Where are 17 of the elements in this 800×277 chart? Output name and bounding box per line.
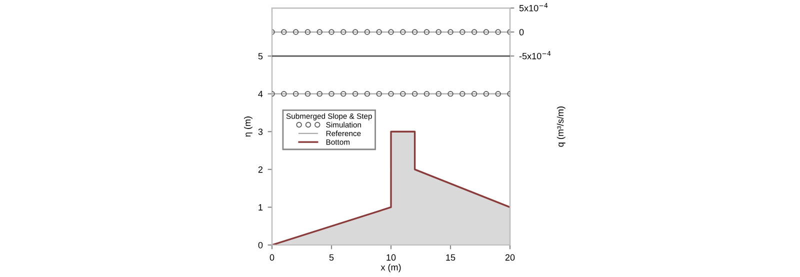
x-tick-label: 0 bbox=[270, 254, 274, 261]
y-tick-label: 4 bbox=[258, 90, 263, 98]
y-axis-title: η (m) bbox=[244, 116, 252, 137]
y-tick-label: 5 bbox=[258, 53, 263, 60]
y-tick-label: 1 bbox=[258, 204, 263, 210]
y2-axis-title: q (m³/s/m) bbox=[556, 106, 566, 147]
y2-tick-label: 5x10$^{−4}$ bbox=[519, 3, 548, 12]
y-tick-label: 0 bbox=[258, 242, 263, 248]
y2-tick-label: 0 bbox=[519, 28, 524, 36]
x-axis-title: x (m) bbox=[380, 264, 401, 272]
x-tick-label: 20 bbox=[505, 254, 515, 261]
y-tick-label: 2 bbox=[258, 166, 263, 173]
x-tick-label: 15 bbox=[446, 254, 456, 261]
y-tick-label: 3 bbox=[258, 128, 263, 135]
x-tick-label: 10 bbox=[386, 254, 396, 261]
y2-tick-label: -5x10$^{−4}$ bbox=[519, 51, 551, 60]
x-tick-label: 5 bbox=[329, 254, 334, 261]
